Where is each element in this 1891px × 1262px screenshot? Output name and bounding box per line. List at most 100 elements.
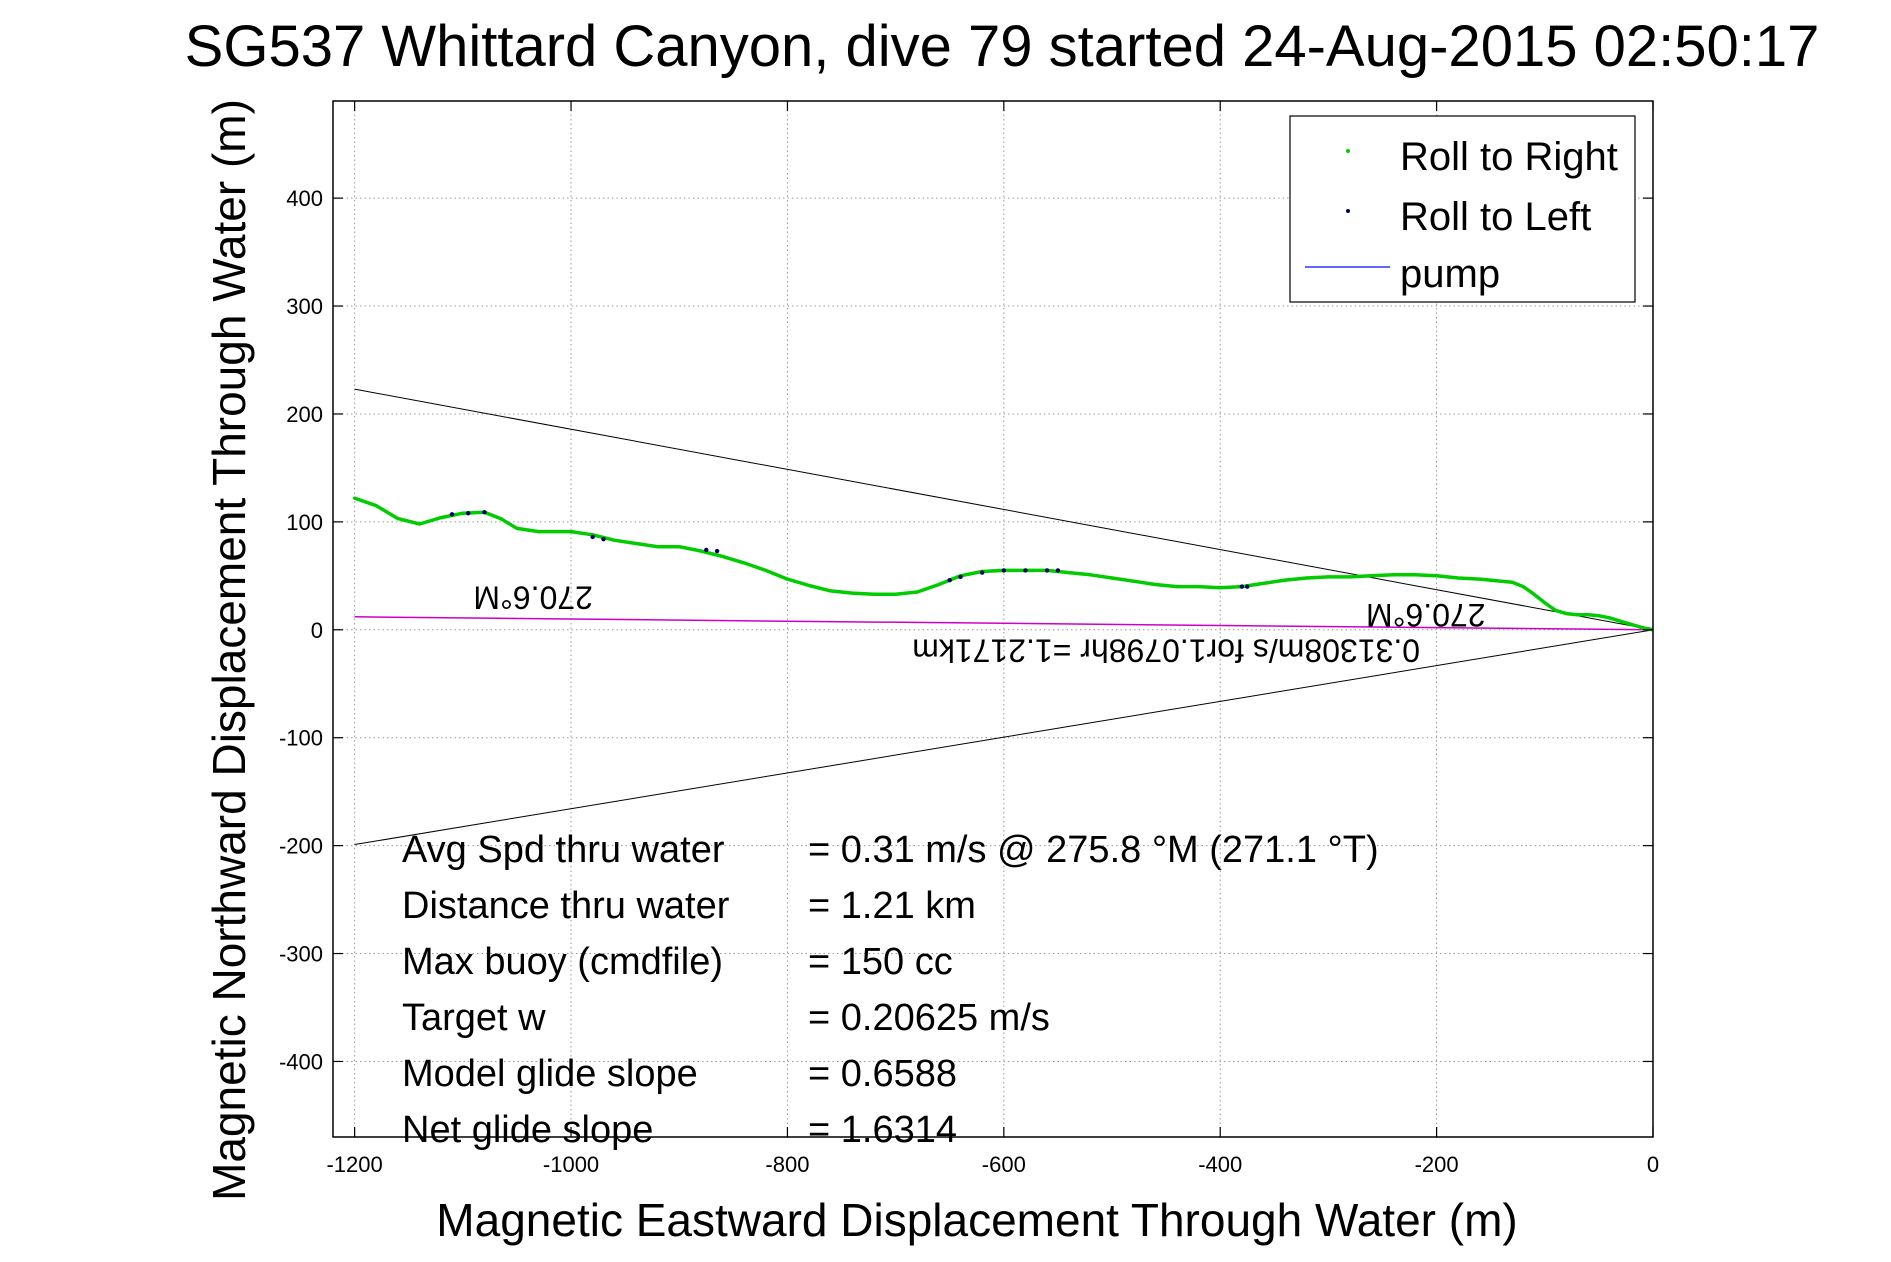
series-point-roll-right [1640, 626, 1644, 630]
x-tick-label: -400 [1198, 1152, 1242, 1177]
annotation-group: 270.6°M 270.6°M0.31308m/s for1.0798hr =1.… [473, 580, 1485, 669]
series-point-roll-right [353, 496, 357, 500]
series-point-roll-right [1132, 579, 1136, 583]
series-point-roll-left [714, 548, 720, 554]
series-point-roll-left [482, 509, 487, 515]
series-point-roll-right [894, 592, 898, 596]
series-point-roll-right [417, 522, 422, 526]
series-point-roll-right [1196, 585, 1201, 589]
y-tick-label: 200 [286, 402, 323, 427]
annotation-label: 270.6°M [473, 580, 593, 616]
series-point-roll-right [1326, 575, 1331, 579]
series-point-roll-right [850, 591, 854, 595]
series-point-roll-right [1110, 576, 1114, 580]
series-point-roll-right [499, 517, 503, 521]
y-tick-label: -200 [279, 834, 323, 859]
series-line-pump [354, 616, 1653, 631]
y-tick-label: -400 [279, 1049, 323, 1074]
series-point-roll-right [569, 529, 573, 534]
series-point-roll-right [720, 554, 725, 559]
y-axis-label: Magnetic Northward Displacement Through … [203, 99, 255, 1201]
x-tick-label: -600 [982, 1152, 1026, 1177]
series-point-roll-right [1575, 613, 1579, 617]
annotation-label: 270.6°M [1366, 597, 1486, 633]
series-point-roll-left [590, 534, 595, 540]
legend-label-pump: pump [1400, 252, 1500, 296]
series-point-roll-right [742, 561, 746, 565]
series-point-roll-right [1391, 573, 1395, 577]
series-point-roll-left [947, 577, 952, 583]
x-axis-label: Magnetic Eastward Displacement Through W… [436, 1194, 1517, 1246]
series-point-roll-right [374, 504, 378, 508]
x-tick-label: -200 [1415, 1152, 1459, 1177]
annotation-label: 0.31308m/s for1.0798hr =1.2171km [912, 633, 1420, 669]
series-point-roll-right [1521, 585, 1525, 589]
series-point-roll-right [829, 589, 833, 593]
series-point-roll-right [937, 582, 941, 587]
legend-box [1289, 115, 1636, 303]
series-point-roll-left [1055, 568, 1061, 573]
series-point-roll-left [1245, 584, 1250, 589]
series-point-roll-right [915, 590, 919, 594]
series-point-roll-left [1023, 568, 1028, 573]
series-point-roll-left [466, 511, 471, 516]
series-point-roll-right [1629, 622, 1633, 626]
series-point-roll-right [764, 568, 768, 573]
series-point-roll-right [1261, 581, 1266, 585]
y-tick-label: -300 [279, 942, 323, 967]
stat-value: = 1.6314 [808, 1109, 957, 1151]
legend-label-roll-left: Roll to Left [1400, 195, 1591, 239]
series-point-roll-right [1067, 570, 1071, 575]
series-point-roll-right [872, 592, 876, 596]
stats-block: Avg Spd thru water = 0.31 m/s @ 275.8 °M … [402, 829, 1379, 1151]
series-group [353, 496, 1653, 632]
x-tick-label: -800 [765, 1152, 809, 1177]
series-point-roll-right [1499, 579, 1504, 583]
series-point-roll-right [1608, 616, 1612, 620]
reference-lines [354, 388, 1653, 846]
axis-ticks: -1200 -1000 -800 -600 -400 -200 0-400-300-200-… [279, 101, 1659, 1177]
y-tick-label: -100 [279, 726, 323, 751]
series-point-roll-right [536, 529, 541, 534]
x-tick-label: -1200 [326, 1152, 382, 1177]
series-point-roll-right [1175, 585, 1179, 589]
series-point-roll-right [1413, 573, 1417, 577]
stat-label: Net glide slope [402, 1109, 653, 1151]
series-point-roll-left [1239, 584, 1245, 589]
stat-value: = 0.20625 m/s [808, 997, 1050, 1039]
series-point-roll-left [704, 547, 709, 553]
series-point-roll-right [1305, 576, 1309, 580]
series-point-roll-left [1044, 568, 1050, 573]
series-point-roll-right [785, 577, 790, 581]
series-point-roll-right [1597, 614, 1601, 618]
series-point-roll-right [1435, 574, 1439, 578]
stat-value: = 150 cc [808, 941, 953, 983]
series-point-roll-left [449, 512, 455, 517]
series-point-roll-right [677, 545, 681, 549]
chart-title: SG537 Whittard Canyon, dive 79 started 2… [185, 14, 1820, 79]
stat-label: Target w [402, 997, 546, 1039]
series-point-roll-left [979, 570, 985, 575]
series-point-roll-right [515, 526, 519, 530]
stat-value: = 1.21 km [808, 885, 976, 927]
series-point-roll-right [461, 511, 465, 515]
legend: Roll to Right Roll to Left pump [1289, 115, 1636, 303]
series-point-roll-right [1348, 575, 1352, 579]
series-point-roll-right [1370, 574, 1374, 578]
series-point-roll-right [1543, 601, 1547, 605]
series-point-roll-right [655, 545, 660, 549]
series-point-roll-right [1564, 612, 1569, 616]
series-point-roll-left [601, 536, 606, 542]
stat-label: Distance thru water [402, 885, 730, 927]
series-point-roll-right [439, 515, 443, 520]
x-tick-label: 0 [1647, 1152, 1659, 1177]
reference-line [354, 629, 1653, 846]
series-point-roll-right [1554, 608, 1558, 612]
stat-value: = 0.31 m/s @ 275.8 °M (271.1 °T) [808, 829, 1379, 871]
reference-line [354, 388, 1653, 631]
series-point-roll-right [699, 549, 703, 553]
stat-label: Max buoy (cmdfile) [402, 941, 723, 983]
series-point-roll-right [1153, 582, 1157, 587]
y-tick-label: 300 [286, 294, 323, 319]
